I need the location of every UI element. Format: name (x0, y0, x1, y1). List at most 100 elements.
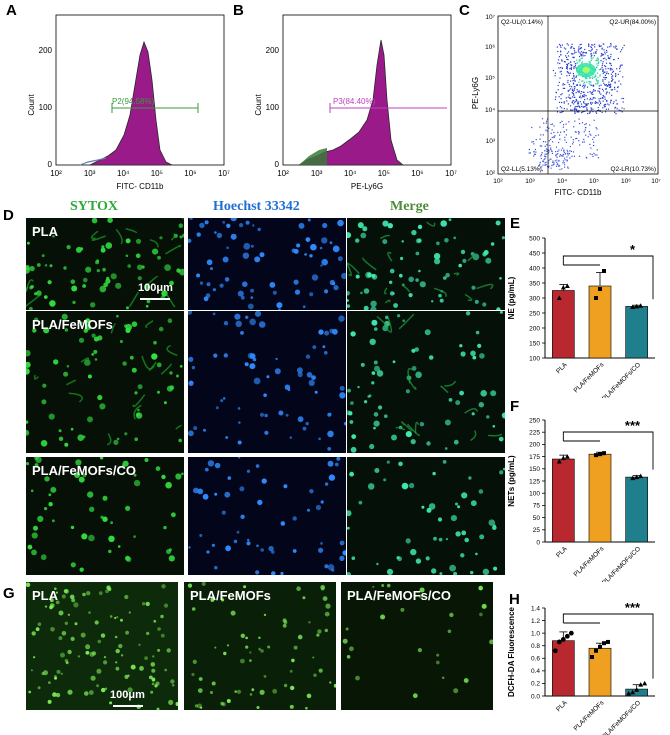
significance-bracket (562, 613, 654, 679)
data-point (638, 682, 644, 687)
bar-chart-ytick: 0.4 (531, 668, 540, 675)
dcfh-femofs-co-image: PLA/FeMOFs/CO (341, 582, 493, 710)
significance-bracket (562, 255, 654, 300)
bar-chart-ytick: 1.0 (531, 630, 540, 637)
data-point (606, 639, 610, 644)
bar (625, 476, 648, 543)
data-point (564, 454, 570, 459)
histogram-b-ylabel: Count (254, 94, 263, 116)
bar-chart-xtick: PLA/FeMOFs/CO (601, 545, 642, 582)
bar-chart-ytick: 25 (533, 527, 541, 534)
scale-bar-d (140, 298, 170, 300)
data-point (564, 283, 570, 288)
bar-chart-ytick: 0 (536, 539, 540, 546)
bar (552, 290, 575, 359)
histogram-b-xtick: 10⁷ (445, 169, 457, 178)
bar-chart-xtick: PLA (555, 545, 569, 559)
bar-chart-ytick: 125 (529, 478, 540, 485)
histogram-a-xtick: 10² (50, 169, 62, 178)
micro-row-femofs-co-merge-image (347, 457, 505, 575)
dotplot-c-xtick: 10³ (525, 178, 535, 185)
panel-label-a: A (6, 2, 17, 19)
bar-chart-ytick: 1.4 (531, 605, 540, 612)
data-point (556, 295, 562, 300)
bar-chart-xtick: PLA/FeMOFs/CO (601, 361, 642, 398)
dotplot-c-ytick: 10⁷ (485, 14, 495, 21)
dotplot-c-events (528, 43, 625, 172)
data-point (630, 304, 636, 309)
data-point (598, 644, 602, 649)
bar-chart-ytick: 150 (529, 466, 540, 473)
data-point (634, 303, 640, 309)
bar-chart-xtick: PLA/FeMOFs/CO (601, 699, 642, 735)
bar-chart-ytick: 250 (529, 417, 540, 424)
micro-row-femofs-co-hoechst-image (188, 457, 346, 575)
dotplot-c-xtick: 10⁴ (557, 178, 567, 185)
histogram-b-xtick: 10⁶ (411, 169, 423, 178)
bar-chart-ytick: 0.0 (531, 693, 540, 700)
bar-chart-xtick: PLA/FeMOFs (573, 699, 606, 732)
histogram-b-xtick: 10⁵ (378, 169, 390, 178)
data-point (642, 680, 648, 686)
histogram-b: Count 0 100 200 10² 10³ 10⁴ 10⁵ 10⁶ 10⁷ … (254, 14, 457, 191)
data-point (598, 452, 602, 457)
histogram-b-xtick: 10² (277, 169, 289, 178)
panel-label-b: B (233, 2, 244, 19)
bar-chart-xtick: PLA/FeMOFs (573, 545, 606, 578)
data-point (560, 455, 566, 461)
data-point (634, 474, 640, 480)
dotplot-c-ytick: 10² (486, 170, 496, 177)
data-point (594, 296, 598, 300)
panel-label-g: G (3, 585, 15, 602)
panel-label-e: E (510, 215, 521, 232)
data-point (598, 287, 602, 291)
data-point (638, 473, 644, 479)
data-point (626, 690, 632, 696)
dcfh-femofs-image: PLA/FeMOFs (184, 582, 336, 710)
panel-label-d: D (3, 207, 14, 224)
bar (588, 285, 612, 359)
significance-marker: * (630, 242, 636, 257)
histogram-a-xticks: 10² 10³ 10⁴ 10⁵ 10⁶ 10⁷ (50, 169, 230, 178)
dotplot-c-xticks: 10² 10³ 10⁴ 10⁵ 10⁶ 10⁷ (493, 178, 661, 185)
bar-chart-ytick: 150 (529, 340, 540, 347)
histogram-a-ytick: 0 (48, 160, 53, 169)
histogram-a: Count 0 100 200 10² 10³ 10⁴ 10⁵ 10⁶ 10⁷ … (27, 14, 230, 191)
dotplot-c-lr: Q2-LR(10.73%) (610, 166, 656, 173)
data-point (552, 648, 558, 654)
micro-row-pla-merge-image (347, 218, 505, 310)
panel-label-f: F (510, 398, 520, 415)
bar-chart-e: NE (pg/mL) 100 150 200 250 300 350 400 450 500 PLA… (507, 235, 655, 398)
micro-row-femofs-hoechst-image (188, 311, 346, 453)
histogram-a-xtick: 10⁴ (117, 169, 130, 178)
bar-chart-xtick: PLA (555, 699, 569, 713)
histogram-a-xtick: 10³ (84, 169, 96, 178)
data-point (630, 689, 636, 695)
column-header-hoechst: Hoechst 33342 (213, 199, 300, 214)
histogram-a-gate-label: P2(94.58%) (112, 97, 155, 106)
bar-chart-ytick: 50 (533, 515, 541, 522)
scale-bar-label-g: 100μm (110, 689, 145, 701)
bar-chart-ytick: 250 (529, 310, 540, 317)
bar-chart-ytick: 1.2 (531, 618, 540, 625)
histogram-b-xlabel: PE-Ly6G (351, 182, 383, 191)
panel-label-h: H (509, 591, 520, 608)
data-point (594, 648, 598, 653)
histogram-a-xtick: 10⁵ (151, 169, 163, 178)
bar (625, 306, 648, 359)
significance-marker: *** (625, 418, 641, 433)
bar-chart-f: NETs (pg/mL) 0 25 50 75 100 125 150 175 200 225 250… (507, 417, 655, 582)
data-point (602, 641, 606, 646)
bar-chart-ytick: 400 (529, 265, 540, 272)
dotplot-c-xtick: 10⁵ (589, 178, 599, 185)
bar-chart-ytick: 225 (529, 430, 540, 437)
column-header-sytox: SYTOX (70, 199, 118, 214)
bar-chart-ytick: 0.6 (531, 656, 540, 663)
significance-bracket (562, 431, 654, 470)
micro-row-femofs-label: PLA/FeMOFs (32, 317, 113, 332)
histogram-a-xtick: 10⁷ (218, 169, 230, 178)
micro-row-femofs-co-sytox-image: PLA/FeMOFs/CO (26, 457, 184, 575)
histogram-b-yticks: 0 100 200 (266, 46, 280, 169)
scale-bar-g (113, 705, 143, 707)
histogram-b-xtick: 10⁴ (344, 169, 357, 178)
